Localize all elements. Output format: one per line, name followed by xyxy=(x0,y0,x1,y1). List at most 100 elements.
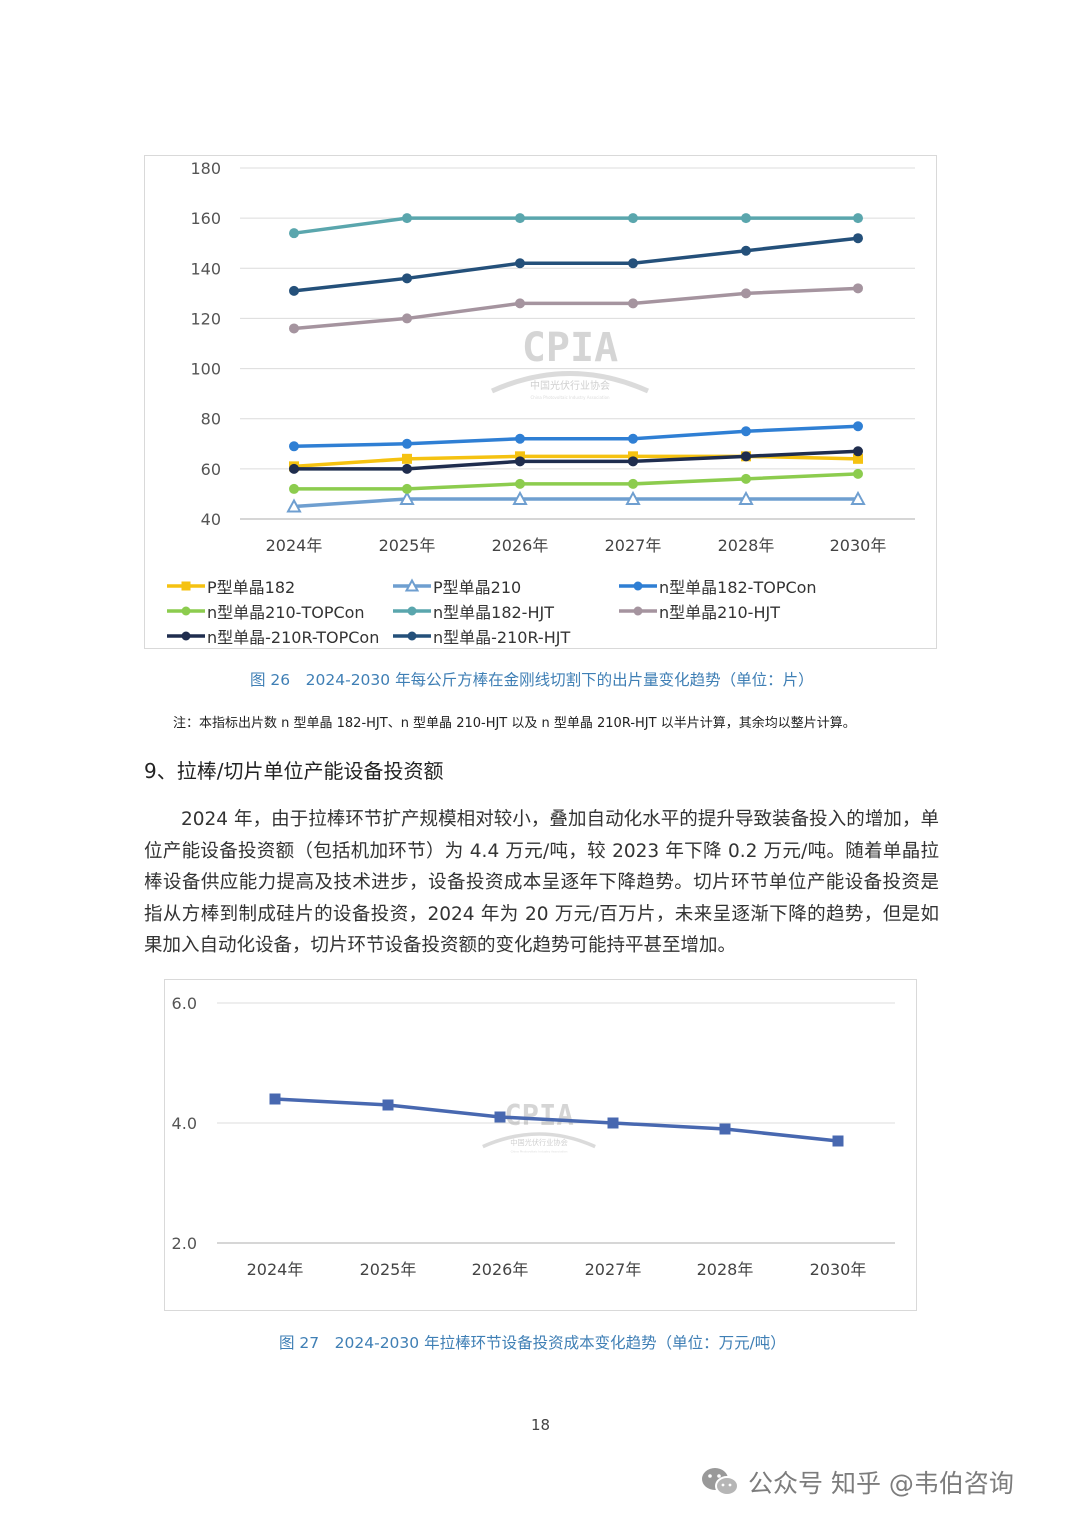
chart-fig26-plot: 40 60 80 100 120 140 160 180 2024年 2025年 2026年 2027… xyxy=(190,159,915,555)
data-point xyxy=(850,490,866,505)
cpia-org: 中国光伏行业协会 xyxy=(510,1138,568,1147)
data-point xyxy=(741,288,751,299)
chart-fig26: 40 60 80 100 120 140 160 180 2024年 2025年 2026年 2027… xyxy=(144,155,937,649)
data-point xyxy=(853,468,863,479)
cpia-watermark: CPIA 中国光伏行业协会 China Photovoltaic Industry … xyxy=(490,325,650,400)
data-point xyxy=(741,245,751,256)
x-tick-label: 2030年 xyxy=(830,536,887,555)
data-point xyxy=(402,273,412,284)
legend-item: n型单晶-210R-TOPCon xyxy=(167,624,379,648)
legend-item: n型单晶210-TOPCon xyxy=(167,599,365,623)
x-tick-label: 2030年 xyxy=(810,1260,867,1279)
x-tick-label: 2025年 xyxy=(379,536,436,555)
data-point xyxy=(289,285,299,296)
data-point xyxy=(515,451,525,462)
x-tick-label: 2026年 xyxy=(492,536,549,555)
chart-fig27: 2.0 4.0 6.0 2024年 2025年 2026年 2027年 2028年 2030年 C… xyxy=(164,979,917,1311)
legend-item: n型单晶210-HJT xyxy=(619,599,780,623)
data-point xyxy=(515,456,525,467)
series-拉棒环节设备投资成本 xyxy=(269,1093,844,1147)
data-point xyxy=(853,453,863,464)
data-point xyxy=(628,456,638,467)
series-n型单晶210-HJT xyxy=(289,283,863,334)
data-point xyxy=(853,213,863,224)
data-point xyxy=(289,228,299,239)
data-point xyxy=(402,438,412,449)
series-n型单晶210-TOPCon xyxy=(289,468,863,494)
series-line xyxy=(274,1097,839,1143)
legend-label: n型单晶210-TOPCon xyxy=(207,603,365,622)
body-paragraph: 2024 年，由于拉棒环节扩产规模相对较小，叠加自动化水平的提升导致装备投入的增… xyxy=(144,809,939,957)
data-point xyxy=(289,323,299,334)
series-line xyxy=(293,497,858,509)
data-point xyxy=(402,313,412,324)
fig26-note: 注：本指标出片数 n 型单晶 182-HJT、n 型单晶 210-HJT 以及 … xyxy=(173,716,856,731)
y-tick-label: 100 xyxy=(190,360,221,379)
data-point xyxy=(832,1135,844,1147)
series-n型单晶-210R-HJT xyxy=(289,233,863,296)
data-point xyxy=(402,213,412,224)
footer-watermark: 公众号 知乎 @韦伯咨询 xyxy=(700,1464,1014,1500)
cpia-org-en: China Photovoltaic Industry Association xyxy=(530,395,610,400)
data-point xyxy=(515,478,525,489)
legend-marker xyxy=(633,606,643,616)
legend-label: n型单晶-210R-HJT xyxy=(433,628,571,647)
data-point xyxy=(607,1117,619,1129)
y-tick-label: 6.0 xyxy=(172,994,197,1013)
data-point xyxy=(494,1111,506,1123)
data-point xyxy=(402,453,412,464)
data-point xyxy=(628,451,638,462)
footer-watermark-text: 公众号 知乎 @韦伯咨询 xyxy=(748,1469,1014,1498)
y-tick-label: 120 xyxy=(190,309,221,328)
data-point xyxy=(382,1099,394,1111)
legend-label: n型单晶182-TOPCon xyxy=(659,578,817,597)
legend-swatch xyxy=(619,581,657,591)
series-line xyxy=(293,216,858,235)
data-point xyxy=(515,258,525,269)
data-point xyxy=(512,490,528,505)
x-tick-label: 2024年 xyxy=(266,536,323,555)
cpia-logo: CPIA xyxy=(504,1098,573,1132)
wechat-icon xyxy=(702,1468,739,1496)
legend-label: P型单晶210 xyxy=(433,578,522,597)
data-point xyxy=(625,490,641,505)
legend-marker xyxy=(404,578,420,592)
data-point xyxy=(515,213,525,224)
x-tick-label: 2028年 xyxy=(718,536,775,555)
data-point xyxy=(628,213,638,224)
legend-label: P型单晶182 xyxy=(207,578,296,597)
series-line xyxy=(294,449,859,471)
data-point xyxy=(628,478,638,489)
legend-swatch xyxy=(619,606,657,616)
legend-swatch xyxy=(393,578,431,592)
y-tick-label: 80 xyxy=(201,410,221,429)
cpia-logo: CPIA xyxy=(522,325,618,371)
y-tick-label: 160 xyxy=(190,209,221,228)
data-point xyxy=(741,473,751,484)
series-line xyxy=(293,286,859,331)
legend-marker xyxy=(407,606,417,616)
legend-item: n型单晶182-TOPCon xyxy=(619,574,817,598)
y-tick-label: 180 xyxy=(190,159,221,178)
y-tick-label: 60 xyxy=(201,460,221,479)
data-point xyxy=(628,433,638,444)
legend-marker xyxy=(181,631,191,641)
data-point xyxy=(741,451,751,462)
legend-label: n型单晶-210R-TOPCon xyxy=(207,628,380,647)
logo-arc xyxy=(482,1132,596,1149)
legend-label: n型单晶182-HJT xyxy=(433,603,554,622)
data-point xyxy=(399,490,415,505)
x-tick-label: 2027年 xyxy=(605,536,662,555)
data-point xyxy=(628,258,638,269)
series-n型单晶182-HJT xyxy=(289,213,863,239)
data-point xyxy=(853,421,863,432)
data-point xyxy=(289,483,299,494)
x-tick-label: 2025年 xyxy=(360,1260,417,1279)
section-heading: 9、拉棒/切片单位产能设备投资额 xyxy=(144,759,444,783)
data-point xyxy=(738,490,754,505)
fig27-caption: 图 27 2024-2030 年拉棒环节设备投资成本变化趋势（单位：万元/吨） xyxy=(279,1334,786,1352)
legend-marker xyxy=(407,631,417,641)
legend-marker xyxy=(181,581,191,591)
y-tick-label: 40 xyxy=(201,510,221,529)
series-line xyxy=(294,472,859,491)
